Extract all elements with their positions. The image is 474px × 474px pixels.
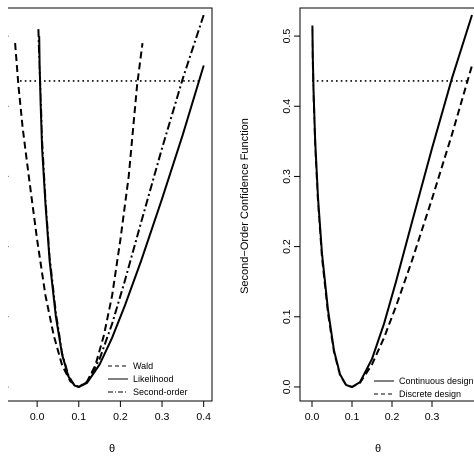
y-tick-label: 0.1 [281, 309, 293, 324]
legend-label: Wald [133, 361, 153, 371]
legend: Continuous design Discrete design [374, 376, 474, 399]
x-tick-label: 0.1 [71, 411, 86, 423]
y-tick-label: 0.3 [281, 169, 293, 184]
y-tick-label: 0.4 [281, 99, 293, 114]
x-tick-label: 0.2 [113, 411, 128, 423]
series-line-wald [14, 42, 144, 388]
x-tick-label: 0.3 [155, 411, 170, 423]
plot-frame [8, 7, 213, 402]
legend-label: Continuous design [399, 376, 474, 386]
x-tick-label: 0.4 [196, 411, 211, 423]
x-axis-label: θ [375, 443, 381, 455]
legend: Wald Likelihood Second-order [108, 361, 188, 397]
series-line-discrete-design [311, 29, 473, 388]
y-tick-label: 0.0 [281, 380, 293, 395]
y-tick-label: 0.5 [281, 29, 293, 44]
left-panel: 0.0 0.1 0.2 0.3 0.4 θ Wald Likelihood Second-ord… [8, 7, 213, 455]
x-tick-label: 0.1 [345, 411, 360, 423]
plot-frame [299, 7, 474, 402]
y-axis-label: Second−Order Confidence Function [239, 118, 251, 294]
series-line-second-order [37, 14, 205, 388]
x-tick-label: 0.3 [425, 411, 440, 423]
y-tick-label: 0.2 [281, 239, 293, 254]
right-panel: 0.0 0.1 0.2 0.3 0.0 0.1 0.2 0.3 0.4 0.5 θ Second−Or… [239, 7, 474, 455]
legend-label: Likelihood [133, 374, 174, 384]
x-tick-label: 0.2 [385, 411, 400, 423]
legend-label: Second-order [133, 387, 188, 397]
x-axis-label: θ [109, 443, 115, 455]
legend-label: Discrete design [399, 389, 461, 399]
series-line-continuous-design [311, 14, 473, 388]
series-line-likelihood [38, 36, 205, 388]
x-tick-label: 0.0 [30, 411, 45, 423]
x-tick-label: 0.0 [305, 411, 320, 423]
